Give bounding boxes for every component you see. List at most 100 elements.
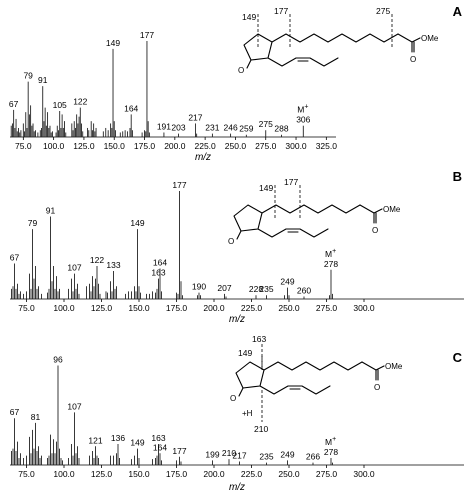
ester-substituent: OMe bbox=[383, 205, 401, 214]
fragment-label: 177 bbox=[274, 6, 288, 16]
peak-label: 164 bbox=[153, 442, 167, 452]
structure-diagram: O O OMe 149 177 bbox=[228, 177, 401, 246]
peak-label: 228 bbox=[249, 284, 263, 294]
peak-label: 91 bbox=[46, 205, 56, 215]
peak-label: 191 bbox=[157, 121, 171, 131]
x-tick-label: 150.0 bbox=[128, 303, 150, 313]
ketone-bond bbox=[236, 230, 242, 240]
x-tick-label: 75.0 bbox=[18, 469, 35, 479]
fragment-label: 149 bbox=[259, 183, 273, 193]
fragment-label: 163 bbox=[252, 334, 266, 344]
hydrogen-label: +H bbox=[242, 409, 253, 418]
peak-label: 249 bbox=[280, 449, 294, 459]
x-tick-label: 125.0 bbox=[91, 469, 113, 479]
panel-label: B bbox=[453, 169, 462, 184]
x-tick-label: 275.0 bbox=[316, 303, 338, 313]
x-axis-label: m/z bbox=[195, 152, 211, 163]
x-tick-label: 200.0 bbox=[203, 303, 225, 313]
peak-label: 163 bbox=[151, 268, 165, 278]
ketone-bond bbox=[238, 387, 244, 397]
ester-substituent: OMe bbox=[385, 362, 403, 371]
carbonyl-bond bbox=[397, 33, 413, 43]
x-tick-label: 225.0 bbox=[241, 469, 263, 479]
peak-label: 149 bbox=[106, 38, 120, 48]
ring-bond bbox=[235, 361, 265, 389]
ring-bond bbox=[233, 204, 263, 232]
panel-label: A bbox=[453, 4, 463, 19]
ketone-bond bbox=[246, 59, 252, 69]
peak-label: 122 bbox=[73, 97, 87, 107]
peak-label: 163 bbox=[151, 433, 165, 443]
fragment-label: 177 bbox=[284, 177, 298, 187]
spectrum-panel-c: 75.0 100.0 125.0 150.0 175.0 200.0 225.0 250.0 2… bbox=[10, 334, 464, 493]
peak-label: 121 bbox=[88, 435, 102, 445]
ketone-oxygen: O bbox=[228, 237, 234, 246]
x-tick-label: 125.0 bbox=[73, 141, 95, 151]
peak-label: 164 bbox=[124, 103, 138, 113]
carbonyl-oxygen: O bbox=[374, 383, 380, 392]
x-tick-label: 175.0 bbox=[166, 469, 188, 479]
peak-label: 207 bbox=[217, 283, 231, 293]
x-tick-label: 150.0 bbox=[104, 141, 126, 151]
ester-bond bbox=[411, 37, 421, 43]
x-tick-label: 175.0 bbox=[166, 303, 188, 313]
peak-label: 278 bbox=[324, 447, 338, 457]
chain-bond bbox=[271, 33, 399, 43]
x-tick-label: 325.0 bbox=[316, 141, 338, 151]
structure-diagram: O O OMe 149 177 275 bbox=[238, 6, 439, 75]
x-tick-label: 225.0 bbox=[241, 303, 263, 313]
x-tick-label: 275.0 bbox=[316, 469, 338, 479]
x-axis-label: m/z bbox=[229, 482, 245, 493]
x-tick-label: 250.0 bbox=[278, 469, 300, 479]
peak-label: 210 bbox=[222, 448, 236, 458]
x-tick-label: 250.0 bbox=[278, 303, 300, 313]
fragment-label: 210 bbox=[254, 424, 268, 434]
x-tick-label: 250.0 bbox=[225, 141, 247, 151]
peak-label: 96 bbox=[53, 355, 63, 365]
side-chain-bond bbox=[257, 228, 329, 238]
peak-label: 177 bbox=[172, 180, 186, 190]
peak-label: 105 bbox=[53, 100, 67, 110]
x-tick-label: 100.0 bbox=[43, 141, 65, 151]
ketone-oxygen: O bbox=[230, 394, 236, 403]
peak-label: 199 bbox=[205, 449, 219, 459]
panel-label: C bbox=[453, 350, 463, 365]
carbonyl-oxygen: O bbox=[372, 226, 378, 235]
side-chain-bond bbox=[267, 57, 339, 67]
x-tick-label: 300.0 bbox=[353, 469, 375, 479]
peak-label: 278 bbox=[324, 259, 338, 269]
peak-label: 107 bbox=[67, 401, 81, 411]
ring-bond bbox=[243, 33, 273, 61]
peak-label: 235 bbox=[259, 452, 273, 462]
ester-bond bbox=[373, 208, 383, 214]
x-tick-label: 150.0 bbox=[128, 469, 150, 479]
ester-bond bbox=[375, 365, 385, 371]
peak-label: 260 bbox=[297, 285, 311, 295]
carbonyl-bond bbox=[361, 361, 377, 371]
peak-label: 136 bbox=[111, 433, 125, 443]
ketone-oxygen: O bbox=[238, 66, 244, 75]
peak-label: 306 bbox=[296, 115, 310, 125]
peak-label: 235 bbox=[259, 284, 273, 294]
ester-substituent: OMe bbox=[421, 34, 439, 43]
chain-bond bbox=[263, 361, 363, 371]
peak-label: 67 bbox=[10, 407, 20, 417]
peak-label: 149 bbox=[130, 218, 144, 228]
spectrum-panel-b: 75.0 100.0 125.0 150.0 175.0 200.0 225.0 250.0 2… bbox=[10, 169, 464, 325]
peak-label: 231 bbox=[205, 123, 219, 133]
peak-label: 249 bbox=[280, 277, 294, 287]
x-tick-label: 175.0 bbox=[134, 141, 156, 151]
x-tick-label: 275.0 bbox=[255, 141, 277, 151]
peak-label: 79 bbox=[23, 71, 33, 81]
molecular-ion-label: M+ bbox=[325, 248, 336, 259]
x-axis-label: m/z bbox=[229, 314, 245, 325]
x-tick-label: 75.0 bbox=[18, 303, 35, 313]
molecular-ion-label: M+ bbox=[297, 104, 308, 115]
x-tick-label: 200.0 bbox=[164, 141, 186, 151]
chain-bond bbox=[261, 204, 361, 214]
x-tick-label: 200.0 bbox=[203, 469, 225, 479]
peak-label: 164 bbox=[153, 258, 167, 268]
spectrum-panel-a: 75.0 100.0 125.0 150.0 175.0 200.0 225.0 250.0 2… bbox=[9, 4, 463, 163]
